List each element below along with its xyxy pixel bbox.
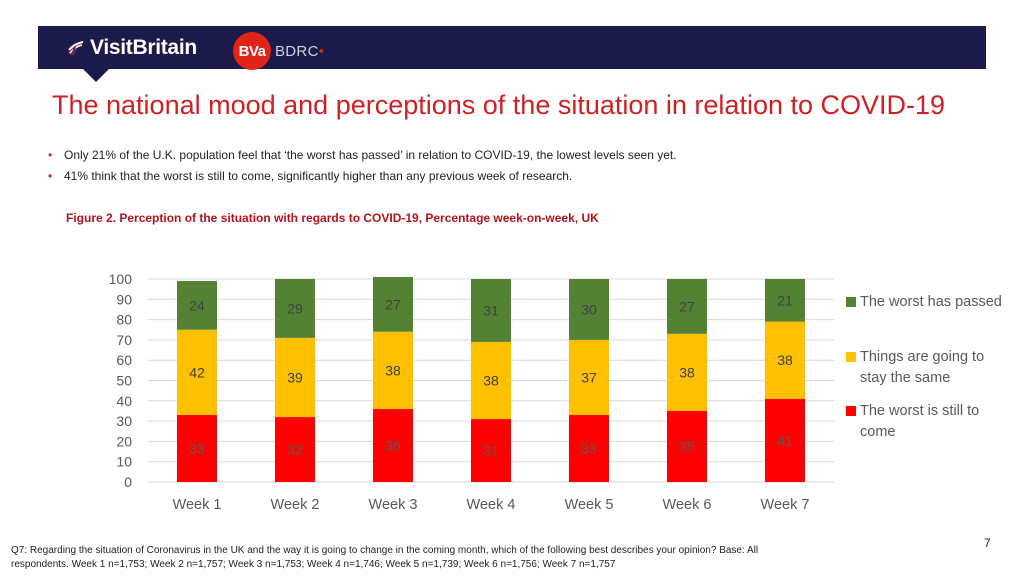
bar-segment	[373, 276, 413, 332]
bullet-item: • 41% think that the worst is still to co…	[48, 166, 677, 187]
bar-segment	[667, 333, 707, 411]
page-title: The national mood and perceptions of the…	[52, 90, 946, 120]
bullet-marker: •	[48, 148, 53, 162]
bar-segment	[569, 415, 609, 482]
legend-label: The worst has passed	[860, 294, 1002, 310]
data-label: 31	[483, 443, 499, 459]
bar-segment	[471, 419, 511, 482]
bar-segment	[765, 279, 805, 322]
bar-segment	[373, 408, 413, 482]
data-label: 33	[581, 441, 597, 457]
legend-item-stay-same: Things are going to stay the same	[846, 347, 1002, 389]
data-label: 38	[679, 364, 695, 380]
bullet-item: • Only 21% of the U.K. population feel th…	[48, 145, 677, 166]
y-tick-label: 30	[116, 413, 132, 429]
bar-segment	[765, 321, 805, 399]
legend-label: Things are going to stay the same	[860, 349, 985, 386]
union-flag-icon	[68, 41, 85, 56]
legend-label: The worst is still to come	[860, 403, 980, 440]
page-number: 7	[984, 536, 991, 550]
bar-segment	[275, 337, 315, 418]
legend-swatch-red	[846, 406, 856, 416]
bar-segment	[667, 410, 707, 482]
data-label: 27	[385, 296, 401, 312]
bullet-text: Only 21% of the U.K. population feel tha…	[64, 148, 677, 162]
data-label: 42	[189, 364, 205, 380]
y-tick-label: 90	[116, 291, 132, 307]
data-label: 35	[679, 438, 695, 454]
data-label: 29	[287, 300, 303, 316]
data-label: 36	[385, 437, 401, 453]
data-label: 33	[189, 441, 205, 457]
x-tick-label: Week 5	[565, 497, 614, 513]
header-banner	[38, 26, 986, 69]
x-tick-label: Week 2	[271, 497, 320, 513]
bva-mark: BVa	[233, 32, 271, 70]
bar-segment	[569, 339, 609, 416]
bullet-text: 41% think that the worst is still to com…	[64, 169, 573, 183]
bar-segment	[177, 415, 217, 482]
legend-swatch-green	[846, 297, 856, 307]
data-label: 32	[287, 442, 303, 458]
footnote: Q7: Regarding the situation of Coronavir…	[11, 545, 759, 570]
data-label: 30	[581, 301, 597, 317]
y-tick-label: 50	[116, 373, 132, 389]
data-label: 41	[777, 432, 793, 448]
bar-segment	[765, 398, 805, 482]
bar-segment	[177, 329, 217, 416]
y-tick-label: 80	[116, 312, 132, 328]
bdrc-name: BDRC	[275, 42, 319, 60]
x-tick-label: Week 1	[173, 497, 222, 513]
header-banner-notch	[82, 68, 110, 82]
data-label: 38	[385, 362, 401, 378]
data-label: 38	[483, 373, 499, 389]
y-tick-label: 70	[116, 332, 132, 348]
x-tick-label: Week 7	[761, 497, 810, 513]
data-label: 21	[777, 292, 793, 308]
x-tick-label: Week 6	[663, 497, 712, 513]
legend-item-worst-passed: The worst has passed	[846, 292, 1002, 313]
data-label: 31	[483, 302, 499, 318]
x-tick-label: Week 3	[369, 497, 418, 513]
data-label: 27	[679, 298, 695, 314]
bar-segment	[177, 281, 217, 330]
figure-title: Figure 2. Perception of the situation wi…	[66, 211, 599, 225]
legend-swatch-amber	[846, 352, 856, 362]
bar-segment	[667, 279, 707, 334]
bar-segment	[275, 279, 315, 338]
data-label: 39	[287, 369, 303, 385]
bva-bdrc-logo: BVa BDRC•	[233, 32, 324, 70]
bar-segment	[569, 279, 609, 340]
data-label: 24	[189, 297, 205, 313]
bar-segment	[471, 279, 511, 342]
y-tick-label: 60	[116, 352, 132, 368]
bdrc-wordmark: BDRC•	[275, 43, 324, 60]
y-tick-label: 10	[116, 454, 132, 470]
bar-segment	[275, 417, 315, 482]
bar-segment	[471, 341, 511, 420]
bullet-marker: •	[48, 169, 53, 183]
y-tick-label: 20	[116, 433, 132, 449]
y-tick-label: 0	[124, 474, 132, 490]
bar-segment	[373, 331, 413, 409]
x-tick-label: Week 4	[467, 497, 516, 513]
y-tick-label: 100	[109, 271, 133, 287]
legend-item-still-to-come: The worst is still to come	[846, 401, 1002, 443]
visitbritain-wordmark: VisitBritain	[90, 36, 197, 59]
bdrc-dot: •	[318, 42, 325, 60]
visitbritain-logo: VisitBritain	[66, 36, 197, 60]
summary-bullets: • Only 21% of the U.K. population feel th…	[48, 145, 677, 187]
data-label: 37	[581, 369, 597, 385]
data-label: 38	[777, 352, 793, 368]
y-tick-label: 40	[116, 393, 132, 409]
